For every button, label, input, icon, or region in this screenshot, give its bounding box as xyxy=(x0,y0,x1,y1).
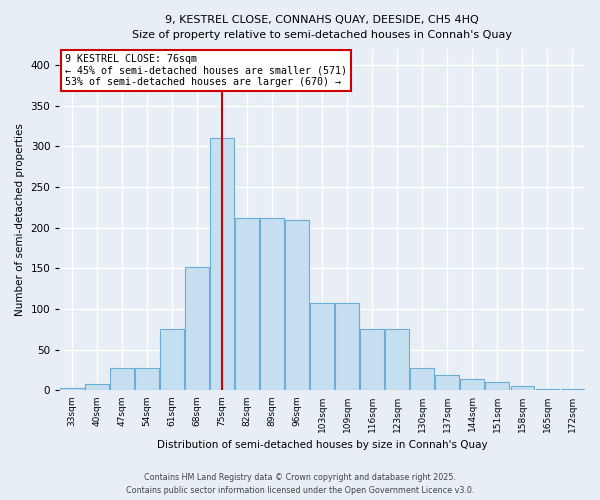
Bar xyxy=(60,388,84,390)
Bar xyxy=(160,330,184,390)
Bar xyxy=(310,302,334,390)
Bar xyxy=(485,382,509,390)
Bar xyxy=(135,368,159,390)
Bar xyxy=(185,267,209,390)
Bar xyxy=(385,328,409,390)
Bar xyxy=(110,368,134,390)
Bar xyxy=(85,384,109,390)
Bar xyxy=(511,386,535,390)
Bar xyxy=(260,218,284,390)
Bar xyxy=(460,379,484,390)
Title: 9, KESTREL CLOSE, CONNAHS QUAY, DEESIDE, CH5 4HQ
Size of property relative to se: 9, KESTREL CLOSE, CONNAHS QUAY, DEESIDE,… xyxy=(132,15,512,40)
Text: Contains HM Land Registry data © Crown copyright and database right 2025.
Contai: Contains HM Land Registry data © Crown c… xyxy=(126,474,474,495)
Bar xyxy=(285,220,309,390)
Y-axis label: Number of semi-detached properties: Number of semi-detached properties xyxy=(15,123,25,316)
Bar xyxy=(361,328,384,390)
Text: 9 KESTREL CLOSE: 76sqm
← 45% of semi-detached houses are smaller (571)
53% of se: 9 KESTREL CLOSE: 76sqm ← 45% of semi-det… xyxy=(65,54,347,87)
Bar xyxy=(560,389,584,390)
Bar xyxy=(436,375,459,390)
X-axis label: Distribution of semi-detached houses by size in Connah's Quay: Distribution of semi-detached houses by … xyxy=(157,440,487,450)
Bar xyxy=(235,218,259,390)
Bar xyxy=(335,302,359,390)
Bar xyxy=(536,389,559,390)
Bar xyxy=(210,138,234,390)
Bar xyxy=(410,368,434,390)
